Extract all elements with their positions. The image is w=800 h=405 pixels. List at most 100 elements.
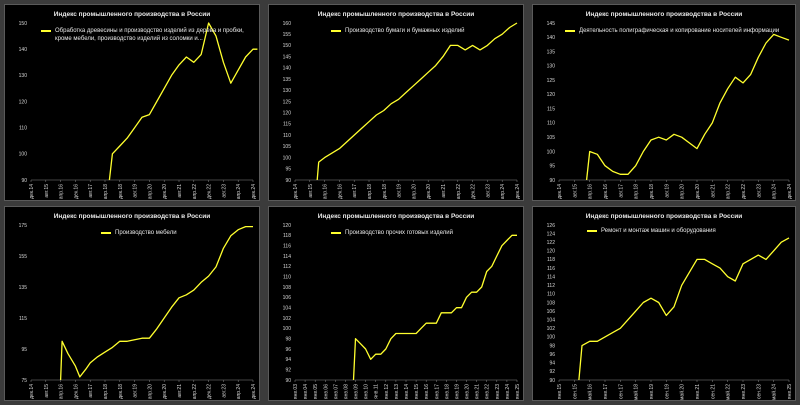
x-tick-label: дек.18 [118, 384, 124, 399]
x-tick-label: дек.24 [787, 184, 793, 199]
x-tick-label: май.16 [587, 384, 594, 400]
x-tick-label: янв.20 [465, 384, 471, 399]
x-tick-label: дек.18 [118, 184, 124, 199]
legend: Ремонт и монтаж машин и оборудования [587, 227, 787, 235]
x-tick-label: дек.16 [73, 184, 79, 199]
y-tick-label: 98 [285, 336, 291, 342]
x-tick-label: авг.21 [441, 184, 447, 198]
y-tick-label: 90 [549, 378, 555, 384]
y-tick-label: 106 [283, 295, 292, 301]
y-tick-label: 90 [285, 178, 291, 184]
x-tick-label: янв.23 [741, 384, 747, 399]
y-tick-label: 145 [283, 54, 292, 60]
y-tick-label: 120 [547, 249, 556, 255]
x-tick-label: авг.21 [710, 184, 716, 198]
legend-label: Ремонт и монтаж машин и оборудования [601, 228, 716, 234]
y-tick-label: 124 [547, 231, 556, 237]
x-tick-label: авг.19 [133, 184, 139, 198]
y-tick-label: 92 [549, 369, 555, 375]
y-tick-label: 120 [283, 111, 292, 117]
y-tick-label: 118 [547, 257, 555, 263]
legend-swatch [331, 232, 341, 234]
y-tick-label: 155 [19, 254, 28, 260]
chart-title: Индекс промышленного производства в Росс… [53, 11, 211, 18]
x-tick-label: янв.09 [354, 384, 360, 399]
x-tick-label: янв.15 [414, 384, 420, 399]
x-tick-label: авг.21 [177, 384, 183, 398]
x-tick-label: янв.17 [434, 384, 440, 399]
chart-panel-4: Индекс промышленного производства в Росс… [4, 206, 260, 401]
y-tick-label: 125 [547, 78, 556, 84]
x-tick-label: янв.23 [495, 384, 501, 399]
y-tick-label: 90 [21, 178, 27, 184]
chart-title: Индекс промышленного производства в Росс… [317, 11, 475, 18]
x-tick-label: янв.21 [475, 384, 481, 399]
x-tick-label: дек.20 [426, 184, 432, 199]
x-tick-label: авг.21 [177, 184, 183, 198]
legend-label: Производство бумаги и бумажных изделий [345, 28, 465, 34]
y-tick-label: 110 [19, 125, 27, 131]
x-tick-label: апр.20 [147, 184, 153, 199]
chart-title: Индекс промышленного производства в Росс… [317, 213, 475, 220]
y-tick-label: 108 [547, 300, 556, 306]
x-tick-label: апр.18 [634, 184, 640, 199]
y-tick-label: 105 [283, 144, 292, 150]
x-tick-label: апр.22 [726, 184, 732, 199]
x-tick-label: апр.16 [323, 184, 329, 199]
x-tick-label: авг.23 [485, 184, 491, 198]
x-tick-label: дек.24 [251, 184, 257, 199]
x-tick-label: апр.18 [103, 384, 109, 399]
chart-svg: 90 92 94 96 98 100 102 104 106 108 110 112 114 116 118… [547, 223, 793, 400]
chart-title: Индекс промышленного производства в Росс… [585, 213, 743, 220]
y-tick-label: 98 [549, 343, 555, 349]
y-tick-label: 135 [547, 49, 556, 55]
y-tick-label: 120 [283, 223, 292, 229]
y-tick-label: 108 [283, 285, 292, 291]
y-tick-label: 110 [547, 292, 555, 298]
legend-swatch [565, 30, 575, 32]
y-tick-label: 104 [283, 305, 292, 311]
y-tick-label: 126 [547, 223, 556, 229]
y-tick-label: 155 [283, 32, 292, 38]
x-tick-label: сен.17 [618, 384, 624, 399]
y-tick-label: 102 [283, 316, 292, 322]
y-tick-label: 140 [19, 47, 28, 53]
x-tick-label: авг.23 [221, 384, 227, 398]
chart-svg: 90 92 94 96 98 100 102 104 106 108 110 112 114 116 118… [283, 223, 521, 399]
x-tick-label: авг.19 [133, 384, 139, 398]
x-tick-label: янв.14 [404, 384, 410, 399]
y-tick-label: 140 [283, 66, 292, 72]
x-tick-label: апр.24 [772, 184, 778, 199]
x-tick-label: дек.22 [471, 184, 477, 199]
y-tick-label: 130 [547, 64, 556, 70]
legend: Деятельность полиграфическая и копирован… [565, 27, 790, 35]
legend-label: Деятельность полиграфическая и копирован… [579, 28, 780, 34]
chart-panel-1: Индекс промышленного производства в Росс… [4, 4, 260, 201]
y-tick-label: 130 [283, 88, 292, 94]
y-tick-label: 115 [19, 316, 27, 322]
y-tick-label: 116 [283, 243, 291, 249]
chart-panel-2: Индекс промышленного производства в Росс… [268, 4, 524, 201]
chart-svg: 90 95 100 105 110 115 120 125 130 135 140 145 дек.14… [547, 21, 793, 199]
y-tick-label: 112 [283, 264, 291, 270]
x-tick-label: дек.22 [207, 384, 213, 399]
y-tick-label: 90 [549, 178, 555, 184]
x-tick-label: авг.17 [88, 184, 94, 198]
chart-title: Индекс промышленного производства в Росс… [53, 213, 211, 220]
x-tick-label: сен.19 [664, 384, 670, 399]
x-tick-label: апр.24 [500, 184, 506, 199]
x-tick-label: янв.22 [485, 384, 491, 399]
legend-swatch [331, 30, 341, 32]
legend-swatch [101, 232, 111, 234]
legend: Производство бумаги и бумажных изделий [331, 27, 521, 35]
x-tick-label: дек.24 [251, 384, 257, 399]
y-tick-label: 96 [549, 352, 555, 358]
x-tick-label: авг.19 [397, 184, 403, 198]
x-tick-label: янв.06 [323, 384, 329, 399]
x-tick-label: янв.25 [787, 384, 793, 399]
y-tick-label: 106 [547, 309, 556, 315]
x-tick-label: дек.14 [557, 184, 563, 199]
x-tick-label: апр.18 [367, 184, 373, 199]
y-tick-label: 96 [285, 347, 291, 353]
